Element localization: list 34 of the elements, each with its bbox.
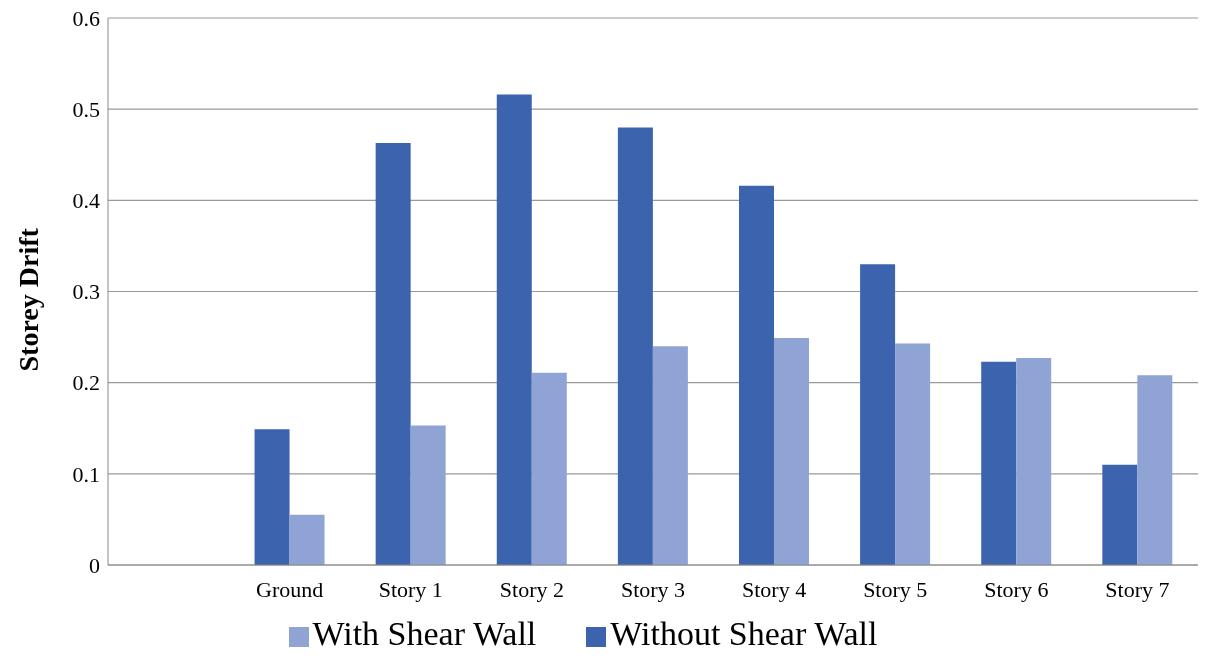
bar <box>1016 358 1052 565</box>
bar <box>617 127 653 565</box>
y-tick-label: 0.1 <box>72 461 100 487</box>
y-axis-title: Storey Drift <box>12 227 44 372</box>
x-tick-label: Story 4 <box>742 576 807 602</box>
y-tick-label: 0.6 <box>72 5 100 31</box>
bar <box>773 338 809 565</box>
bar <box>289 514 325 565</box>
bar <box>531 372 567 565</box>
bar <box>1137 375 1173 565</box>
bar <box>895 343 931 565</box>
x-tick-label: Story 6 <box>984 576 1049 602</box>
bar <box>1102 464 1138 565</box>
bar <box>496 94 532 565</box>
x-tick-label: Story 5 <box>863 576 928 602</box>
bar <box>860 264 896 565</box>
x-tick-label: Story 3 <box>620 576 686 602</box>
legend-label: With Shear Wall <box>312 615 537 652</box>
y-tick-label: 0.3 <box>72 279 100 305</box>
x-tick-label: Ground <box>256 576 324 602</box>
bar <box>981 361 1017 565</box>
x-tick-label: Story 7 <box>1105 576 1170 602</box>
y-tick-label: 0.4 <box>72 188 100 214</box>
y-tick-label: 0.2 <box>72 370 100 396</box>
y-tick-label: 0 <box>89 552 100 578</box>
bar <box>254 429 290 565</box>
legend-label: Without Shear Wall <box>610 615 878 652</box>
bar <box>652 346 688 565</box>
x-tick-label: Story 2 <box>499 576 564 602</box>
bar <box>738 185 774 565</box>
bar <box>410 425 446 565</box>
bar <box>375 142 411 565</box>
x-tick-label: Story 1 <box>378 576 443 602</box>
y-tick-label: 0.5 <box>72 96 100 122</box>
